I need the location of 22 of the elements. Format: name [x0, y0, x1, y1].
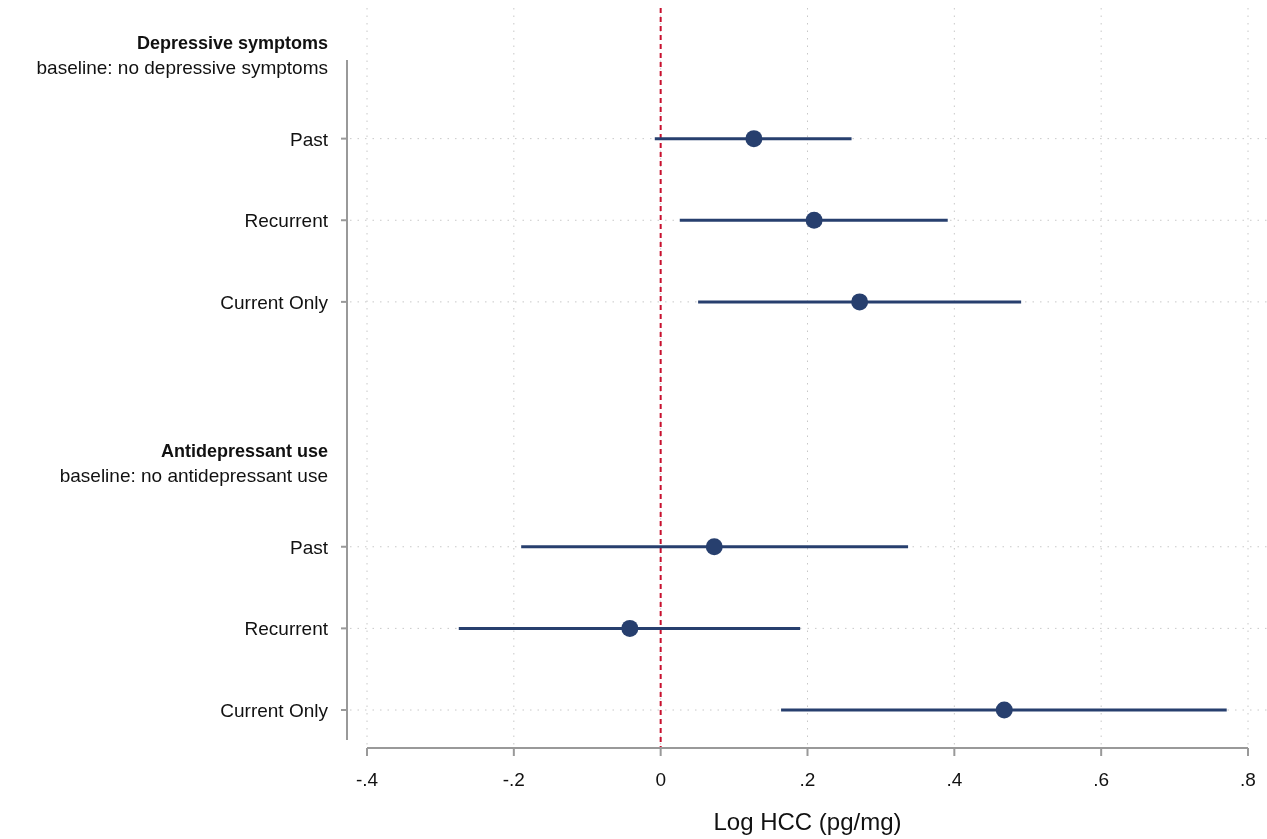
point — [851, 293, 869, 311]
x-tick-label: .2 — [799, 769, 816, 790]
y-tick-label: Depressive symptoms baseline: no depressive symptoms — [36, 33, 328, 78]
point — [805, 211, 823, 229]
point — [995, 701, 1013, 719]
point — [745, 130, 763, 148]
x-axis-title: Log HCC (pg/mg) — [713, 808, 902, 835]
y-tick-label: Recurrent — [244, 210, 329, 232]
y-tick-label: Past — [289, 536, 329, 558]
y-tick-label: Past — [289, 128, 329, 150]
x-tick-label: 0 — [655, 769, 666, 790]
y-tick-label: Current Only — [220, 700, 329, 721]
x-tick-label: -.4 — [355, 769, 379, 790]
x-tick-label: .6 — [1093, 769, 1110, 790]
x-tick-label: .8 — [1240, 769, 1256, 790]
point — [705, 538, 723, 556]
y-tick-label: Recurrent — [244, 618, 329, 640]
x-tick-label: .4 — [946, 769, 963, 790]
point — [621, 619, 639, 637]
y-tick-label: Current Only — [220, 291, 329, 313]
y-tick-label: Antidepressant use baseline: no antidepressant use — [59, 441, 328, 487]
x-tick-label: -.2 — [502, 769, 525, 790]
